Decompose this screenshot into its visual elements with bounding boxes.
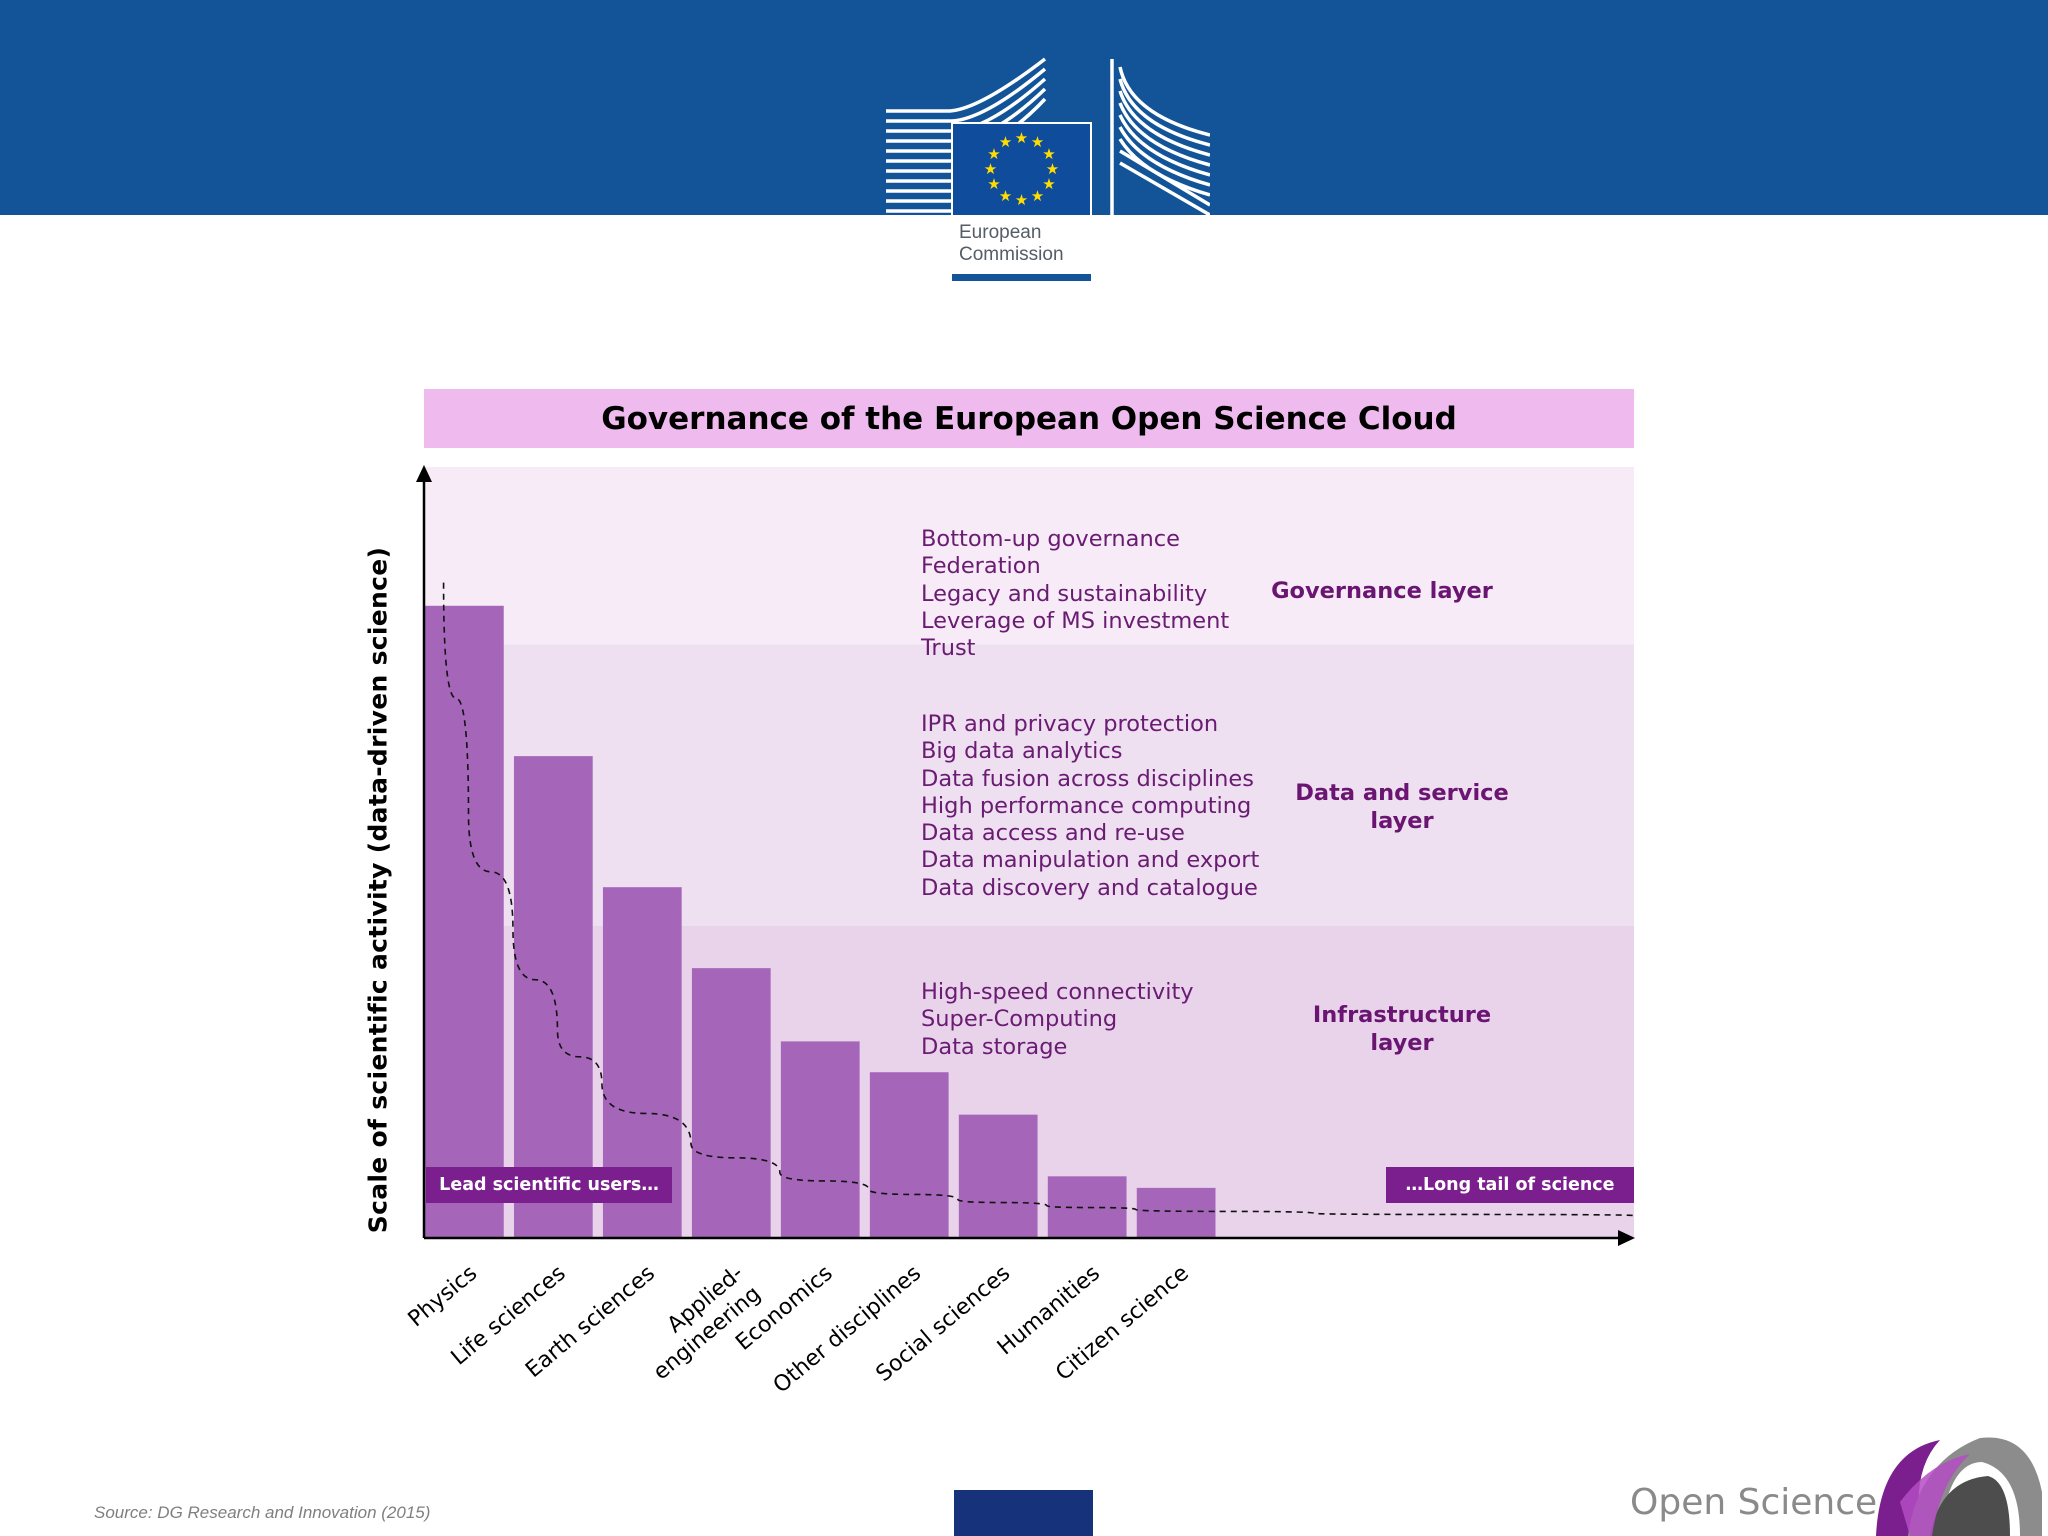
bar-social-sciences (958, 1114, 1038, 1238)
svg-text:★: ★ (1042, 175, 1055, 193)
bar-citizen-science (1136, 1187, 1216, 1238)
svg-text:★: ★ (1046, 160, 1059, 178)
data-service-item: Big data analytics (921, 738, 1123, 765)
footer-tab (954, 1490, 1093, 1536)
data-service-item: Data access and re-use (921, 820, 1185, 847)
infrastructure-item: Super-Computing (921, 1006, 1118, 1033)
svg-text:★: ★ (1031, 133, 1044, 151)
logo-underline (952, 274, 1091, 281)
governance-items: Bottom-up governance Federation Legacy a… (921, 526, 1229, 662)
governance-item: Federation (921, 553, 1041, 580)
bar-life-sciences (513, 756, 593, 1238)
data-service-item: Data fusion across disciplines (921, 765, 1254, 792)
svg-text:★: ★ (999, 133, 1012, 151)
svg-text:★: ★ (987, 175, 1000, 193)
trend-line (442, 582, 1635, 1217)
bar-economics (780, 1041, 860, 1238)
infrastructure-layer-title: Infrastructure layer (1312, 1002, 1492, 1056)
y-axis-label: Scale of scientific activity (data-drive… (363, 546, 393, 1234)
svg-text:★: ★ (1015, 191, 1028, 209)
bar-other-disciplines (869, 1072, 949, 1238)
governance-layer-title: Governance layer (1271, 578, 1493, 604)
infrastructure-item: High-speed connectivity (921, 979, 1194, 1005)
data-service-item: Data discovery and catalogue (921, 874, 1258, 901)
svg-text:★: ★ (1042, 145, 1055, 163)
source-note: Source: DG Research and Innovation (2015… (94, 1503, 431, 1522)
open-science-label: Open Science (1630, 1482, 1878, 1523)
governance-item: Legacy and sustainability (921, 580, 1208, 607)
data-service-item: IPR and privacy protection (921, 711, 1219, 737)
x-axis-arrow (1618, 1230, 1635, 1246)
infrastructure-items: High-speed connectivity Super-Computing … (921, 979, 1194, 1061)
long-tail-tag: …Long tail of science (1386, 1167, 1634, 1203)
layer-band (424, 467, 1634, 645)
infrastructure-item: Data storage (921, 1033, 1068, 1060)
svg-text:★: ★ (999, 187, 1012, 205)
chart-title-bar: Governance of the European Open Science … (424, 389, 1634, 448)
svg-text:★: ★ (987, 145, 1000, 163)
data-service-item: High performance computing (921, 792, 1252, 819)
eu-commission-logo: ★ ★ ★ ★ ★ ★ ★ ★ ★ ★ ★ ★ (886, 57, 1210, 217)
data-service-items: IPR and privacy protection Big data anal… (921, 711, 1259, 902)
bar-physics (425, 605, 504, 1238)
layer-band (504, 644, 1635, 926)
bar-applied-engineering (691, 968, 771, 1238)
logo-text: European Commission (959, 222, 1064, 265)
svg-text:★: ★ (1031, 187, 1044, 205)
svg-text:★: ★ (984, 160, 997, 178)
svg-text:★: ★ (1015, 129, 1028, 147)
data-service-item: Data manipulation and export (921, 847, 1260, 874)
y-axis-arrow (416, 465, 432, 482)
governance-item: Trust (921, 635, 976, 662)
lead-users-tag: Lead scientific users… (426, 1167, 672, 1203)
data-service-layer-title: Data and service layer (1295, 780, 1509, 834)
governance-item: Leverage of MS investment (921, 607, 1230, 634)
open-science-logo (1876, 1437, 2042, 1536)
chart-title: Governance of the European Open Science … (601, 400, 1457, 437)
governance-item: Bottom-up governance (921, 526, 1180, 552)
